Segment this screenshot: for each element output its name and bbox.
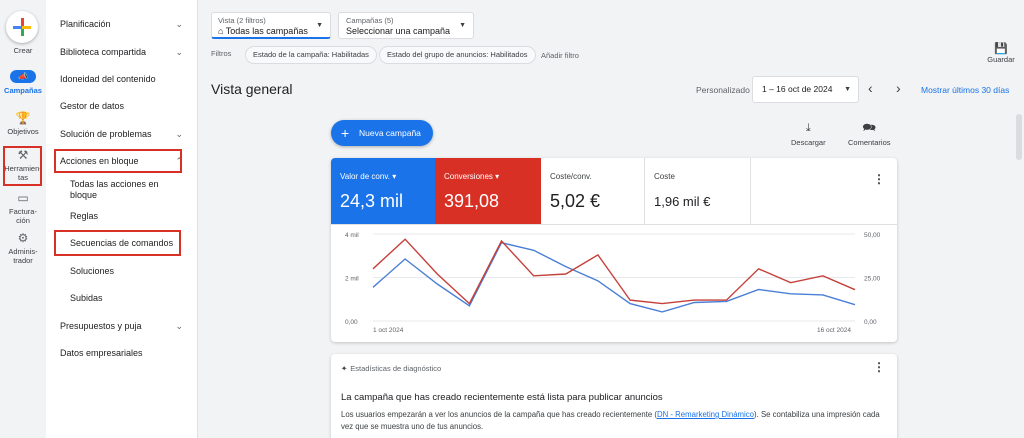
nav-item-bulk-actions[interactable]: Acciones en bloque ⌃ bbox=[60, 151, 183, 171]
date-range-dropdown[interactable]: 1 – 16 oct de 2024 ▼ bbox=[752, 76, 859, 103]
metric-cost-per-conv[interactable]: Coste/conv. 5,02 € bbox=[541, 158, 645, 224]
nav-item-shared-library[interactable]: Biblioteca compartida ⌄ bbox=[60, 42, 183, 62]
nav-item-scripts[interactable]: Secuencias de comandos bbox=[70, 238, 174, 248]
more-options-icon[interactable]: ⋮ bbox=[873, 172, 885, 186]
scrollbar-thumb[interactable] bbox=[1016, 114, 1022, 160]
diagnostic-title: La campaña que has creado recientemente … bbox=[341, 392, 663, 403]
rail-item-campaigns[interactable]: 📣 Campañas bbox=[4, 70, 42, 95]
nav-item-solutions[interactable]: Soluciones bbox=[70, 266, 115, 276]
x-tick-label: 16 oct 2024 bbox=[817, 327, 851, 334]
card-icon: ▭ bbox=[17, 191, 29, 205]
y-left-tick-label: 4 mil bbox=[345, 232, 359, 239]
rail-item-admin[interactable]: ⚙ Adminis-trador bbox=[0, 231, 46, 266]
tools-nav-panel: Planificación ⌄ Biblioteca compartida ⌄ Id… bbox=[46, 0, 198, 438]
nav-item-business-data[interactable]: Datos empresariales bbox=[60, 348, 143, 358]
next-period-icon[interactable]: › bbox=[896, 80, 901, 96]
nav-item-content-suitability[interactable]: Idoneidad del contenido bbox=[60, 74, 156, 84]
filter-chip-adgroup-status[interactable]: Estado del grupo de anuncios: Habilitado… bbox=[379, 46, 536, 64]
main-content: Vista (2 filtros) ⌂ Todas las campañas ▼… bbox=[199, 0, 1024, 438]
comments-button[interactable]: 🗪 Comentarios bbox=[848, 122, 891, 147]
date-range-type: Personalizado bbox=[696, 85, 750, 95]
nav-item-troubleshooting[interactable]: Solución de problemas ⌄ bbox=[60, 124, 183, 144]
metric-conv-value[interactable]: Valor de conv. ▾ 24,3 mil bbox=[331, 158, 435, 224]
plus-icon: + bbox=[341, 125, 350, 141]
caret-down-icon: ▼ bbox=[316, 22, 323, 29]
megaphone-icon: 📣 bbox=[10, 70, 36, 83]
nav-item-all-bulk-actions[interactable]: Todas las acciones en bloque bbox=[70, 179, 159, 200]
tools-icon: ⚒ bbox=[17, 148, 29, 162]
nav-item-data-manager[interactable]: Gestor de datos bbox=[60, 101, 125, 111]
feedback-icon: 🗪 bbox=[862, 122, 877, 134]
performance-line-chart: 0,00 0,00 2 mil 25,00 4 mil 50,00 1 oct 2024 16… bbox=[345, 232, 881, 334]
highlight-box-scripts bbox=[54, 230, 181, 256]
create-label: Crear bbox=[13, 46, 33, 55]
caret-down-icon: ▼ bbox=[844, 86, 851, 93]
view-dropdown[interactable]: Vista (2 filtros) ⌂ Todas las campañas ▼ bbox=[211, 12, 331, 39]
caret-down-icon: ▼ bbox=[459, 22, 466, 29]
caret-down-icon: ▾ bbox=[392, 172, 397, 181]
highlight-box-tools bbox=[3, 146, 42, 186]
create-button[interactable] bbox=[6, 11, 38, 43]
metric-conversions[interactable]: Conversiones ▾ 391,08 bbox=[435, 158, 541, 224]
page-title: Vista general bbox=[211, 81, 293, 97]
nav-item-uploads[interactable]: Subidas bbox=[70, 293, 103, 303]
series-line-conversions bbox=[372, 238, 856, 305]
campaign-dropdown[interactable]: Campañas (5) Seleccionar una campaña ▼ bbox=[338, 12, 474, 39]
download-icon: ⤓ bbox=[805, 122, 811, 134]
chevron-up-icon: ⌃ bbox=[175, 156, 183, 166]
x-tick-label: 1 oct 2024 bbox=[373, 327, 404, 334]
chevron-down-icon: ⌄ bbox=[175, 321, 183, 331]
save-button[interactable]: 💾 Guardar bbox=[987, 43, 1015, 64]
y-right-tick-label: 25,00 bbox=[864, 276, 881, 283]
y-left-tick-label: 2 mil bbox=[345, 276, 359, 283]
chevron-down-icon: ⌄ bbox=[175, 129, 183, 139]
more-options-icon[interactable]: ⋮ bbox=[873, 360, 885, 374]
y-left-tick-label: 0,00 bbox=[345, 319, 358, 326]
caret-down-icon: ▾ bbox=[495, 172, 500, 181]
home-icon: ⌂ bbox=[218, 26, 224, 36]
chevron-down-icon: ⌄ bbox=[175, 47, 183, 57]
left-rail: Crear 📣 Campañas 🏆 Objetivos ⚒ Herramien… bbox=[0, 0, 46, 438]
nav-item-budgets-bids[interactable]: Presupuestos y puja ⌄ bbox=[60, 316, 183, 336]
new-campaign-button[interactable]: + Nueva campaña bbox=[331, 120, 433, 146]
trophy-icon: 🏆 bbox=[15, 111, 31, 125]
metric-cost[interactable]: Coste 1,96 mil € bbox=[645, 158, 751, 224]
rail-item-tools[interactable]: ⚒ Herramien-tas bbox=[0, 148, 46, 183]
filter-chip-campaign-status[interactable]: Estado de la campaña: Habilitadas bbox=[245, 46, 377, 64]
download-button[interactable]: ⤓ Descargar bbox=[791, 122, 826, 147]
nav-item-planning[interactable]: Planificación ⌄ bbox=[60, 14, 183, 34]
performance-card: Valor de conv. ▾ 24,3 mil Conversiones ▾… bbox=[331, 158, 897, 342]
nav-item-rules[interactable]: Reglas bbox=[70, 211, 99, 221]
rail-item-objectives[interactable]: 🏆 Objetivos bbox=[0, 111, 46, 137]
highlight-box-bulk-actions bbox=[54, 149, 182, 173]
series-line-conv-value bbox=[372, 241, 856, 313]
show-last-30-days-link[interactable]: Mostrar últimos 30 días bbox=[921, 85, 1010, 95]
add-filter-button[interactable]: Añadir filtro bbox=[541, 51, 579, 60]
diagnostic-body: Los usuarios empezarán a ver los anuncio… bbox=[341, 410, 880, 431]
gear-icon: ⚙ bbox=[17, 231, 29, 245]
campaign-link[interactable]: DN - Remarketing Dinámico bbox=[656, 410, 755, 419]
diagnostic-card: ✦ Estadísticas de diagnóstico ⋮ La campañ… bbox=[331, 354, 897, 438]
chevron-down-icon: ⌄ bbox=[175, 19, 183, 29]
prev-period-icon[interactable]: ‹ bbox=[868, 80, 873, 96]
filters-label: Filtros bbox=[211, 49, 232, 58]
rail-item-billing[interactable]: ▭ Factura-ción bbox=[0, 191, 46, 226]
y-right-tick-label: 50,00 bbox=[864, 232, 881, 239]
save-icon: 💾 bbox=[994, 43, 1008, 55]
y-right-tick-label: 0,00 bbox=[864, 319, 877, 326]
sparkle-icon: ✦ bbox=[341, 364, 348, 373]
